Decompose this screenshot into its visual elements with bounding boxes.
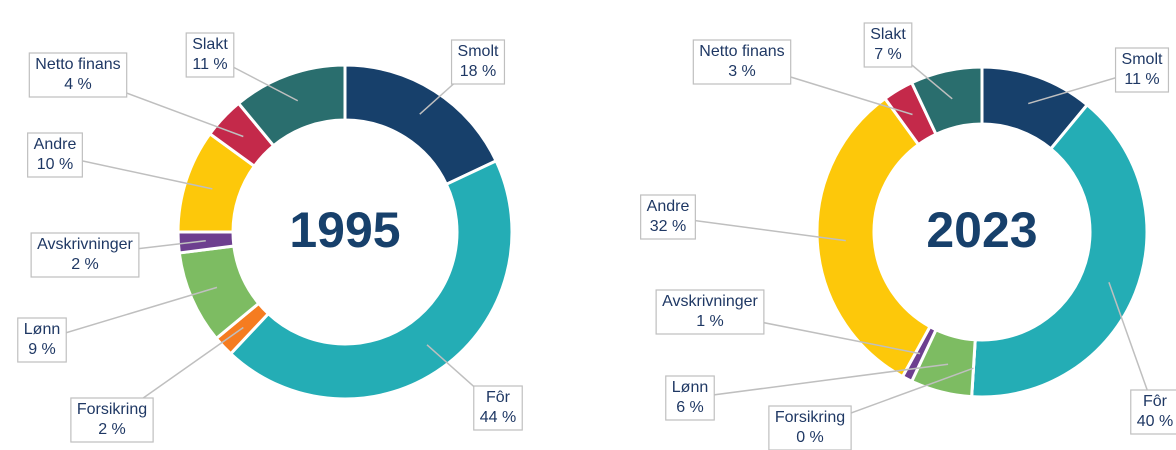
label-box — [665, 375, 715, 421]
label-name: Andre — [34, 136, 77, 153]
label-box — [185, 32, 235, 78]
label-name: Netto finans — [699, 43, 784, 60]
data-label: Slakt 7 % — [863, 22, 913, 68]
label-value: 32 % — [650, 218, 686, 235]
data-label: Netto finans 4 % — [28, 52, 128, 98]
data-label: Lønn 9 % — [17, 317, 67, 363]
label-name: Fôr — [486, 389, 511, 406]
label-name: Lønn — [672, 379, 708, 396]
label-value: 11 % — [1124, 71, 1159, 88]
label-box — [450, 39, 506, 85]
callout-line — [689, 363, 949, 399]
slice — [236, 63, 347, 148]
data-label: Forsikring 0 % — [768, 405, 852, 450]
label-box — [692, 39, 792, 85]
label-value: 1 % — [696, 313, 724, 330]
label-name: Avskrivninger — [662, 293, 758, 310]
label-box — [863, 22, 913, 68]
center-title: 2023 — [926, 202, 1037, 258]
label-value: 9 % — [28, 341, 56, 358]
slice — [970, 102, 1149, 399]
label-value: 44 % — [480, 409, 516, 426]
label-value: 6 % — [676, 399, 704, 416]
label-value: 10 % — [37, 156, 73, 173]
data-label: Lønn 6 % — [665, 375, 715, 421]
slice — [909, 65, 984, 137]
data-label: Andre 10 % — [27, 132, 83, 178]
label-box — [1130, 389, 1176, 435]
label-box — [30, 232, 140, 278]
label-name: Slakt — [192, 36, 228, 53]
callout-line — [667, 216, 846, 242]
slices — [176, 63, 514, 401]
data-label: Forsikring 2 % — [70, 397, 154, 443]
data-label: Avskrivninger 2 % — [30, 232, 140, 278]
label-box — [473, 385, 523, 431]
label-box — [17, 317, 67, 363]
label-value: 0 % — [796, 429, 824, 446]
label-name: Andre — [647, 198, 690, 215]
label-name: Netto finans — [35, 56, 120, 73]
data-label: Smolt 11 % — [1114, 47, 1170, 93]
label-value: 40 % — [1137, 413, 1173, 430]
label-name: Avskrivninger — [37, 236, 133, 253]
label-value: 18 % — [460, 63, 496, 80]
callout-line — [41, 286, 218, 341]
label-name: Smolt — [458, 43, 499, 60]
slices — [815, 65, 1149, 399]
label-name: Forsikring — [775, 409, 845, 426]
data-label: Andre 32 % — [640, 194, 696, 240]
data-label: Fôr 40 % — [1130, 389, 1176, 435]
label-value: 2 % — [71, 256, 99, 273]
label-box — [655, 289, 765, 335]
center-title: 1995 — [289, 202, 400, 258]
label-name: Lønn — [24, 321, 60, 338]
label-name: Forsikring — [77, 401, 147, 418]
label-value: 7 % — [874, 46, 902, 63]
data-label: Netto finans 3 % — [692, 39, 792, 85]
label-box — [28, 52, 128, 98]
label-box — [70, 397, 154, 443]
label-box — [1114, 47, 1170, 93]
label-box — [27, 132, 83, 178]
label-name: Slakt — [870, 26, 906, 43]
labels: Smolt 11 % Fôr 40 % Forsikring 0 % Lønn 6 % Avsk… — [640, 22, 1176, 450]
slice — [815, 96, 933, 379]
label-value: 4 % — [64, 76, 92, 93]
label-box — [768, 405, 852, 450]
slice — [228, 158, 514, 401]
label-value: 11 % — [192, 56, 227, 73]
data-label: Smolt 18 % — [450, 39, 506, 85]
data-label: Slakt 11 % — [185, 32, 235, 78]
label-value: 3 % — [728, 63, 756, 80]
label-name: Fôr — [1143, 393, 1168, 410]
labels: Smolt 18 % Fôr 44 % Forsikring 2 % Lønn 9 % Avsk… — [17, 32, 523, 443]
label-name: Smolt — [1122, 51, 1163, 68]
data-label: Avskrivninger 1 % — [655, 289, 765, 335]
data-label: Fôr 44 % — [473, 385, 523, 431]
label-box — [640, 194, 696, 240]
label-value: 2 % — [98, 421, 126, 438]
